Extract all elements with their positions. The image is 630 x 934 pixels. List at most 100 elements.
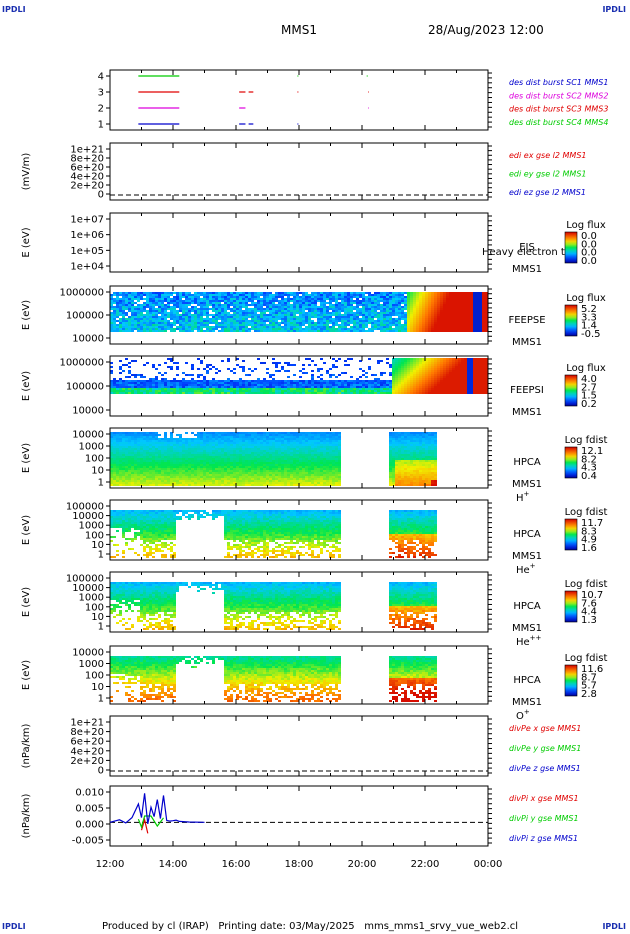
heatmap-cell [356,318,359,320]
heatmap-cell [449,308,452,310]
heatmap-cell [164,330,167,332]
heatmap-cell [152,450,155,452]
heatmap-cell [227,312,230,314]
heatmap-cell [122,444,125,446]
heatmap-cell [383,296,386,298]
heatmap-cell [188,384,191,386]
heatmap-cell [443,296,446,298]
heatmap-cell [233,330,236,332]
heatmap-cell [437,380,440,382]
heatmap-cell [110,462,113,464]
heatmap-cell [431,362,434,364]
heatmap-cell [236,364,239,366]
heatmap-cell [425,370,428,372]
heatmap-cell [416,384,419,386]
heatmap-cell [335,366,338,368]
heatmap-cell [287,310,290,312]
heatmap-cell [125,444,128,446]
heatmap-cell [185,320,188,322]
heatmap-cell [146,458,149,460]
heatmap-cell [224,300,227,302]
heatmap-cell [338,392,341,394]
heatmap-cell [431,330,434,332]
heatmap-cell [434,316,437,318]
heatmap-cell [257,300,260,302]
heatmap-cell [239,292,242,294]
heatmap-cell [416,368,419,370]
heatmap-cell [395,296,398,298]
heatmap-cell [152,442,155,444]
heatmap-cell [122,434,125,436]
heatmap-cell [371,302,374,304]
heatmap-cell [293,326,296,328]
heatmap-cell [341,388,344,390]
heatmap-cell [191,470,194,472]
heatmap-cell [446,380,449,382]
heatmap-cell [173,310,176,312]
heatmap-cell [395,320,398,322]
heatmap-cell [482,376,485,378]
heatmap-cell [116,444,119,446]
heatmap-cell [296,306,299,308]
heatmap-cell [413,360,416,362]
heatmap-cell [206,442,209,444]
heatmap-cell [155,328,158,330]
heatmap-cell [161,304,164,306]
heatmap-cell [110,372,113,374]
heatmap-cell [206,472,209,474]
heatmap-cell [155,368,158,370]
heatmap-cell [470,326,473,328]
heatmap-cell [275,330,278,332]
heatmap-cell [113,378,116,380]
heatmap-cell [191,374,194,376]
heatmap-cell [254,314,257,316]
heatmap-cell [485,368,488,370]
heatmap-cell [437,376,440,378]
heatmap-cell [350,318,353,320]
heatmap-cell [191,302,194,304]
heatmap-cell [140,310,143,312]
heatmap-cell [257,294,260,296]
heatmap-cell [242,322,245,324]
heatmap-cell [167,366,170,368]
heatmap-cell [449,302,452,304]
heatmap-cell [413,368,416,370]
heatmap-cell [116,482,119,484]
heatmap-cell [458,386,461,388]
heatmap-cell [134,390,137,392]
heatmap-cell [140,446,143,448]
heatmap-cell [338,306,341,308]
heatmap-cell [188,456,191,458]
heatmap-cell [416,298,419,300]
heatmap-cell [383,388,386,390]
heatmap-cell [140,304,143,306]
heatmap-cell [413,326,416,328]
heatmap-cell [161,384,164,386]
heatmap-cell [479,360,482,362]
heatmap-cell [260,380,263,382]
heatmap-cell [188,326,191,328]
heatmap-cell [149,384,152,386]
heatmap-cell [176,474,179,476]
heatmap-cell [182,476,185,478]
y-tick-label: 10000 [72,334,104,345]
heatmap-cell [179,390,182,392]
heatmap-cell [404,298,407,300]
heatmap-cell [341,390,344,392]
heatmap-cell [365,310,368,312]
heatmap-cell [485,304,488,306]
heatmap-cell [410,304,413,306]
heatmap-cell [287,302,290,304]
heatmap-cell [353,294,356,296]
heatmap-cell [323,296,326,298]
heatmap-cell [137,470,140,472]
heatmap-cell [368,328,371,330]
heatmap-cell [203,326,206,328]
heatmap-cell [227,380,230,382]
heatmap-cell [314,386,317,388]
heatmap-cell [269,392,272,394]
heatmap-cell [371,374,374,376]
heatmap-cell [347,296,350,298]
heatmap-cell [398,324,401,326]
heatmap-cell [305,386,308,388]
